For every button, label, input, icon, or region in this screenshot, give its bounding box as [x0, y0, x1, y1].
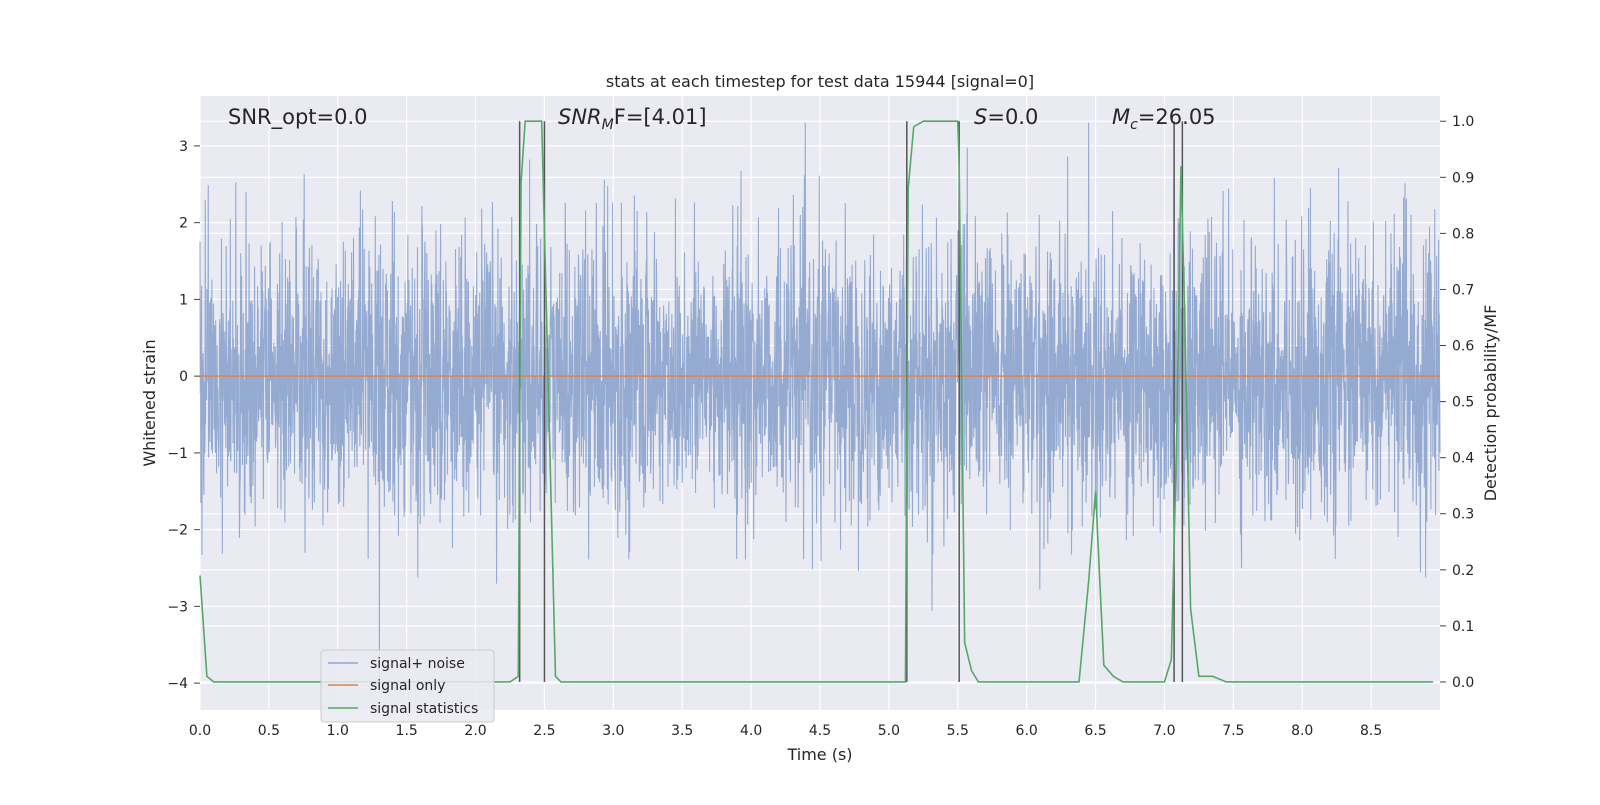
right-tick-label: 0.2: [1452, 563, 1474, 579]
legend-label-signal-only: signal only: [370, 678, 445, 694]
x-tick-label: 5.5: [947, 723, 969, 739]
y-tick-label: 2: [179, 216, 188, 232]
x-tick-label: 6.0: [1016, 723, 1038, 739]
x-tick-label: 7.5: [1222, 723, 1244, 739]
x-tick-label: 2.5: [533, 723, 555, 739]
y-tick-label: −1: [167, 446, 188, 462]
y-tick-label: −3: [167, 599, 188, 615]
x-tick-label: 4.0: [740, 723, 762, 739]
y-axis-ticks: 3 2 1 0 −1 −2 −3 −4: [167, 139, 200, 692]
x-tick-label: 8.5: [1360, 723, 1382, 739]
right-tick-label: 0.6: [1452, 339, 1474, 355]
x-tick-label: 1.0: [327, 723, 349, 739]
right-tick-label: 1.0: [1452, 114, 1474, 130]
x-axis-ticks: 0.0 0.5 1.0 1.5 2.0 2.5 3.0 3.5 4.0 4.5 5.0 5.5 6.0 6…: [189, 723, 1382, 739]
annotation-s: S=0.0: [974, 105, 1038, 129]
x-axis-label: Time (s): [786, 745, 852, 764]
legend-box: [320, 649, 495, 723]
right-tick-label: 0.0: [1452, 675, 1474, 691]
right-tick-label: 0.9: [1452, 170, 1474, 186]
noise-trace: [199, 122, 1441, 684]
right-axis-ticks: 1.0 0.9 0.8 0.7 0.6 0.5 0.4 0.3 0.2 0.1 0.0: [1440, 114, 1474, 691]
annotation-mc: Mc=26.05: [1112, 105, 1216, 133]
y-tick-label: −2: [167, 523, 188, 539]
legend-label-signal-statistics: signal statistics: [370, 701, 478, 717]
annotation-snr-opt: SNR_opt=0.0: [228, 105, 368, 130]
y-tick-label: −4: [167, 676, 188, 692]
x-tick-label: 7.0: [1153, 723, 1175, 739]
legend: signal+ noise signal only signal statist…: [320, 649, 495, 723]
right-tick-label: 0.4: [1452, 451, 1474, 467]
right-tick-label: 0.1: [1452, 619, 1474, 635]
y-tick-label: 1: [179, 292, 188, 308]
right-tick-label: 0.7: [1452, 282, 1474, 298]
x-tick-label: 1.5: [396, 723, 418, 739]
chart-title: stats at each timestep for test data 159…: [606, 72, 1034, 91]
right-tick-label: 0.3: [1452, 507, 1474, 523]
y-tick-label: 0: [179, 369, 188, 385]
x-tick-label: 0.0: [189, 723, 211, 739]
x-tick-label: 3.5: [671, 723, 693, 739]
x-tick-label: 5.0: [878, 723, 900, 739]
x-tick-label: 2.0: [464, 723, 486, 739]
series-signal-statistics: [199, 120, 1434, 683]
x-tick-label: 6.5: [1084, 723, 1106, 739]
right-axis-label: Detection probability/MF: [1481, 305, 1500, 502]
x-tick-label: 4.5: [809, 723, 831, 739]
annotation-snr-mf: SNRMF=[4.01]: [558, 105, 707, 133]
series-signal-noise: [199, 122, 1441, 684]
y-tick-label: 3: [179, 139, 188, 155]
x-tick-label: 8.0: [1291, 723, 1313, 739]
right-tick-label: 0.8: [1452, 226, 1474, 242]
legend-label-signal-noise: signal+ noise: [370, 656, 465, 672]
x-tick-label: 3.0: [602, 723, 624, 739]
x-tick-label: 0.5: [258, 723, 280, 739]
right-tick-label: 0.5: [1452, 395, 1474, 411]
y-axis-label: Whitened strain: [140, 339, 159, 466]
